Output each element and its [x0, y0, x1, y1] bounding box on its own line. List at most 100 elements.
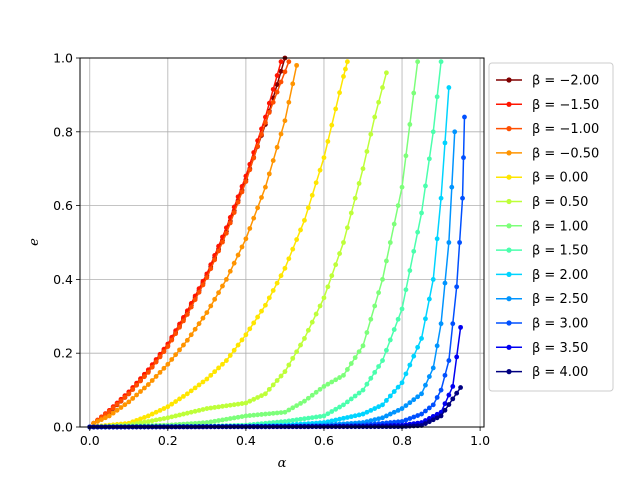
legend-entry: β = 4.00 [496, 365, 588, 380]
legend-label: β = 2.50 [532, 292, 588, 307]
data-point [212, 296, 218, 302]
data-point [208, 419, 214, 425]
data-point [231, 402, 237, 408]
data-point [173, 331, 179, 337]
data-point [337, 404, 342, 410]
data-point [419, 210, 424, 216]
data-point [337, 90, 342, 96]
y-tick-label: 0.8 [53, 124, 73, 139]
data-point [368, 407, 374, 413]
data-point [395, 316, 401, 322]
data-point [438, 321, 444, 327]
data-point [278, 59, 284, 65]
data-point [282, 409, 288, 415]
data-point [161, 349, 167, 355]
data-point [106, 413, 112, 419]
data-point [200, 282, 206, 288]
data-point [302, 336, 307, 341]
data-point [227, 268, 233, 274]
data-point [415, 229, 421, 235]
data-point [192, 408, 198, 414]
data-point [360, 343, 366, 349]
data-point [302, 416, 307, 422]
data-point [251, 412, 257, 418]
data-point [450, 396, 456, 402]
data-point [415, 413, 421, 418]
data-point [177, 412, 182, 418]
data-point [200, 379, 206, 385]
data-point [145, 419, 151, 424]
data-point [216, 248, 221, 254]
data-point [387, 240, 393, 245]
data-point [102, 412, 108, 417]
data-point [305, 395, 311, 401]
x-tick-label: 0.8 [392, 433, 412, 448]
data-point [278, 410, 284, 416]
legend-marker [506, 296, 512, 302]
data-point [446, 240, 452, 245]
data-point [278, 68, 284, 74]
series-line [87, 59, 421, 430]
series-line [91, 59, 284, 426]
data-point [286, 59, 292, 65]
data-point [395, 384, 401, 390]
data-point [452, 129, 458, 135]
data-point [263, 391, 268, 397]
data-point [157, 369, 163, 375]
data-point [286, 362, 292, 368]
legend-marker [506, 247, 512, 253]
data-point [216, 404, 221, 410]
data-point [188, 332, 194, 338]
data-point [216, 290, 221, 296]
data-point [216, 418, 221, 423]
data-point [341, 240, 346, 245]
data-point [188, 409, 194, 415]
data-point [423, 382, 428, 388]
grid [80, 57, 484, 428]
data-point [411, 248, 417, 254]
data-point [145, 413, 151, 419]
data-point [243, 400, 249, 406]
data-point [122, 402, 128, 408]
data-point [313, 389, 319, 395]
data-point [247, 413, 253, 418]
data-point [247, 167, 253, 173]
data-point [227, 416, 233, 421]
data-point [372, 303, 378, 309]
series-line [91, 55, 288, 426]
legend-entry: β = 0.50 [496, 195, 588, 210]
data-point [266, 100, 272, 106]
data-point [220, 239, 225, 245]
data-point [442, 140, 448, 146]
data-point [134, 417, 139, 423]
legend-label: β = 3.00 [532, 317, 588, 332]
data-point [430, 417, 436, 423]
data-point [329, 418, 335, 424]
data-point [411, 397, 417, 403]
data-point [239, 401, 245, 406]
data-point [395, 203, 401, 209]
data-point [302, 398, 307, 404]
data-point [235, 252, 241, 258]
legend-entry: β = −1.50 [496, 98, 599, 113]
legend-marker [506, 320, 512, 326]
data-point [243, 332, 249, 338]
data-point [348, 210, 354, 216]
data-point [313, 180, 319, 186]
data-point [403, 424, 409, 429]
data-point [403, 371, 409, 377]
data-point [259, 412, 264, 417]
data-point [399, 184, 405, 190]
data-point [274, 410, 280, 416]
data-point [255, 205, 261, 211]
data-point [165, 415, 171, 421]
data-point [169, 337, 175, 343]
data-point [325, 381, 331, 387]
data-point [317, 414, 323, 419]
data-point [305, 205, 311, 211]
data-point [442, 372, 448, 378]
data-point [188, 304, 194, 310]
data-point [298, 342, 303, 348]
data-point [454, 284, 460, 290]
data-point [138, 389, 143, 394]
